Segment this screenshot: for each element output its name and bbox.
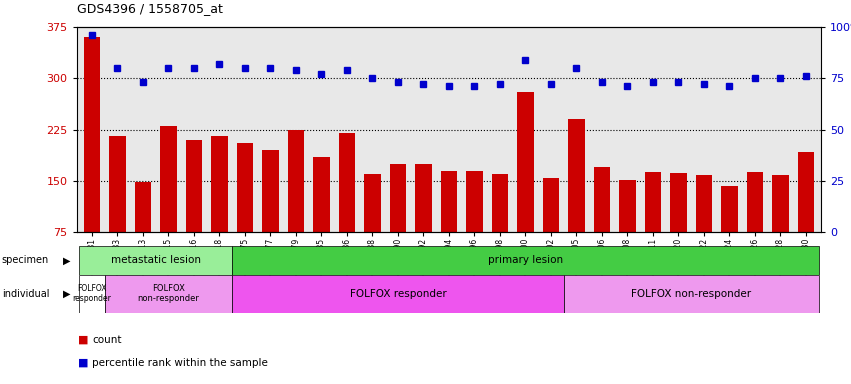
Text: specimen: specimen (2, 255, 49, 265)
Bar (797, 152, 814, 232)
Bar (237, 143, 254, 232)
Text: count: count (92, 335, 122, 345)
Bar (772, 175, 789, 232)
Bar (79, 246, 232, 275)
Text: FOLFOX responder: FOLFOX responder (350, 289, 446, 299)
Text: individual: individual (2, 289, 49, 299)
Bar (670, 173, 687, 232)
Bar (746, 172, 763, 232)
Text: primary lesion: primary lesion (488, 255, 563, 265)
Bar (563, 275, 819, 313)
Bar (160, 126, 177, 232)
Bar (721, 186, 738, 232)
Bar (134, 182, 151, 232)
Text: FOLFOX non-responder: FOLFOX non-responder (631, 289, 751, 299)
Bar (339, 133, 355, 232)
Text: percentile rank within the sample: percentile rank within the sample (92, 358, 268, 368)
Bar (441, 170, 457, 232)
Bar (543, 177, 559, 232)
Bar (594, 167, 610, 232)
Bar (232, 275, 563, 313)
Text: ■: ■ (78, 358, 89, 368)
Bar (211, 136, 228, 232)
Bar (79, 275, 105, 313)
Bar (313, 157, 329, 232)
Bar (83, 37, 100, 232)
Bar (620, 180, 636, 232)
Bar (415, 164, 431, 232)
Text: FOLFOX
responder: FOLFOX responder (72, 284, 111, 303)
Bar (262, 150, 278, 232)
Bar (288, 129, 304, 232)
Bar (492, 174, 508, 232)
Bar (105, 275, 232, 313)
Bar (390, 164, 406, 232)
Text: ▶: ▶ (63, 289, 71, 299)
Text: ▶: ▶ (63, 255, 71, 265)
Bar (466, 170, 483, 232)
Bar (109, 136, 126, 232)
Bar (364, 174, 380, 232)
Text: GDS4396 / 1558705_at: GDS4396 / 1558705_at (77, 2, 222, 15)
Bar (644, 172, 661, 232)
Text: FOLFOX
non-responder: FOLFOX non-responder (138, 284, 199, 303)
Text: ■: ■ (78, 335, 89, 345)
Bar (695, 175, 712, 232)
Bar (568, 119, 585, 232)
Text: metastatic lesion: metastatic lesion (111, 255, 201, 265)
Bar (186, 140, 203, 232)
Bar (517, 92, 534, 232)
Bar (232, 246, 819, 275)
